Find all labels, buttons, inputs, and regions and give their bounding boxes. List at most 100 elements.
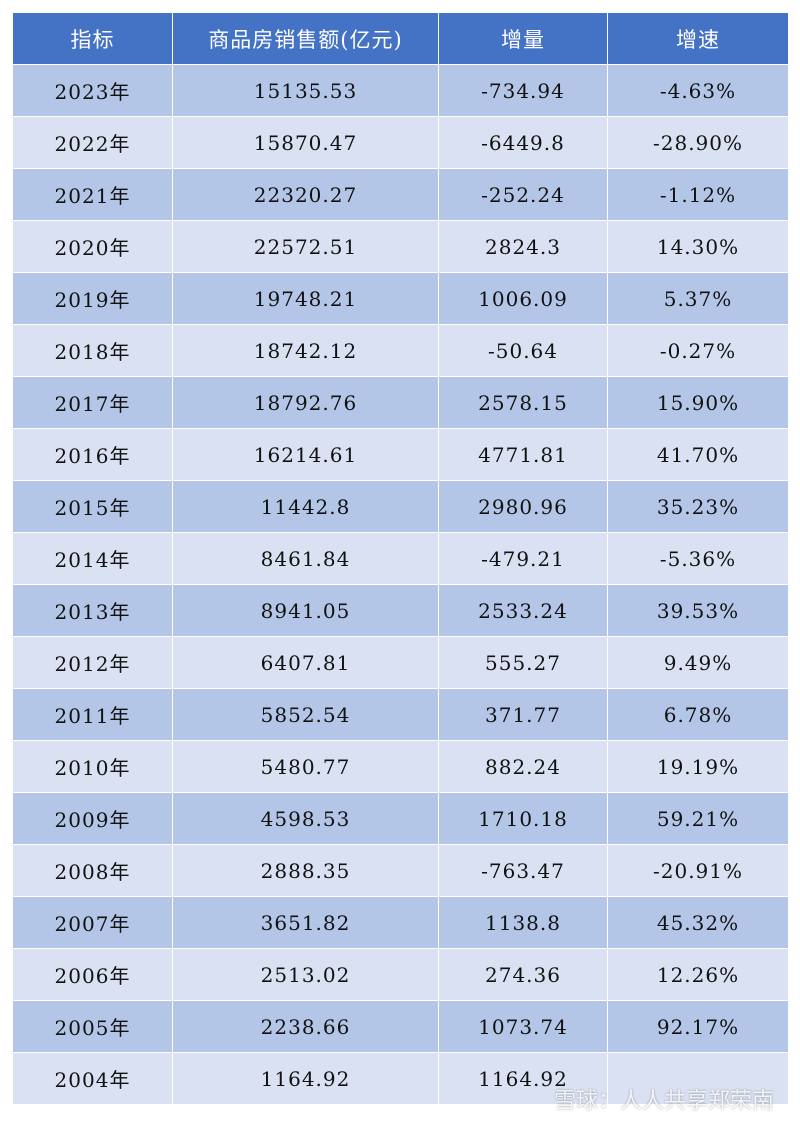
table-cell: -5.36% bbox=[607, 532, 789, 585]
table-cell: -6449.8 bbox=[438, 116, 608, 169]
table-cell: 2021年 bbox=[12, 168, 173, 221]
table-cell: 2004年 bbox=[12, 1052, 173, 1105]
table-cell: 1164.92 bbox=[438, 1052, 608, 1105]
table-cell: 6407.81 bbox=[172, 636, 439, 689]
table-row: 2011年 5852.54 371.77 6.78% bbox=[12, 688, 789, 741]
table-cell: 8941.05 bbox=[172, 584, 439, 637]
table-cell bbox=[607, 1052, 789, 1105]
table-cell: 3651.82 bbox=[172, 896, 439, 949]
table-cell: 2238.66 bbox=[172, 1000, 439, 1053]
table-cell: 35.23% bbox=[607, 480, 789, 533]
header-cell: 商品房销售额(亿元) bbox=[172, 12, 439, 65]
table-row: 2021年 22320.27 -252.24 -1.12% bbox=[12, 168, 789, 221]
table-row: 2008年 2888.35 -763.47 -20.91% bbox=[12, 844, 789, 897]
table-cell: 882.24 bbox=[438, 740, 608, 793]
table-cell: 11442.8 bbox=[172, 480, 439, 533]
table-cell: 371.77 bbox=[438, 688, 608, 741]
table-cell: 19748.21 bbox=[172, 272, 439, 325]
table-cell: -1.12% bbox=[607, 168, 789, 221]
table-cell: 22320.27 bbox=[172, 168, 439, 221]
table-body: 2023年 15135.53 -734.94 -4.63% 2022年 15870.47-… bbox=[12, 64, 789, 1105]
header-cell: 增量 bbox=[438, 12, 608, 65]
table-row: 2013年 8941.05 2533.24 39.53% bbox=[12, 584, 789, 637]
table-cell: 15.90% bbox=[607, 376, 789, 429]
table-cell: -479.21 bbox=[438, 532, 608, 585]
table-cell: 2023年 bbox=[12, 64, 173, 117]
table-cell: 2010年 bbox=[12, 740, 173, 793]
table-cell: 8461.84 bbox=[172, 532, 439, 585]
table-cell: 2018年 bbox=[12, 324, 173, 377]
table-cell: 2008年 bbox=[12, 844, 173, 897]
table-cell: 2009年 bbox=[12, 792, 173, 845]
table-cell: 5480.77 bbox=[172, 740, 439, 793]
table-cell: 2888.35 bbox=[172, 844, 439, 897]
table-cell: 2020年 bbox=[12, 220, 173, 273]
table-row: 2014年 8461.84 -479.21 -5.36% bbox=[12, 532, 789, 585]
data-table: 指标 商品房销售额(亿元) 增量 增速 2023年 15135.53 -734.94 -4.… bbox=[12, 12, 789, 1105]
header-cell: 指标 bbox=[12, 12, 173, 65]
table-cell: 2022年 bbox=[12, 116, 173, 169]
table-cell: 1006.09 bbox=[438, 272, 608, 325]
table-cell: 2006年 bbox=[12, 948, 173, 1001]
table-cell: 2980.96 bbox=[438, 480, 608, 533]
header-row: 指标 商品房销售额(亿元) 增量 增速 bbox=[12, 12, 789, 65]
table-cell: 555.27 bbox=[438, 636, 608, 689]
table-cell: 2007年 bbox=[12, 896, 173, 949]
table-cell: -252.24 bbox=[438, 168, 608, 221]
table-cell: 45.32% bbox=[607, 896, 789, 949]
table-cell: 2578.15 bbox=[438, 376, 608, 429]
table-cell: 2017年 bbox=[12, 376, 173, 429]
table-cell: 5852.54 bbox=[172, 688, 439, 741]
table-row: 2023年 15135.53 -734.94 -4.63% bbox=[12, 64, 789, 117]
table-row: 2017年 18792.76 2578.15 15.90% bbox=[12, 376, 789, 429]
table-cell: 2824.3 bbox=[438, 220, 608, 273]
table-row: 2016年 16214.61 4771.81 41.70% bbox=[12, 428, 789, 481]
table-row: 2015年 11442.8 2980.96 35.23% bbox=[12, 480, 789, 533]
table-cell: 2011年 bbox=[12, 688, 173, 741]
table-cell: 2014年 bbox=[12, 532, 173, 585]
table-row: 2018年 18742.12 -50.64 -0.27% bbox=[12, 324, 789, 377]
table-cell: 6.78% bbox=[607, 688, 789, 741]
table-row: 2006年 2513.02 274.36 12.26% bbox=[12, 948, 789, 1001]
table-cell: 39.53% bbox=[607, 584, 789, 637]
table-cell: 19.19% bbox=[607, 740, 789, 793]
table-cell: 14.30% bbox=[607, 220, 789, 273]
table-row: 2022年 15870.47 -6449.8 -28.90% bbox=[12, 116, 789, 169]
table-cell: 15870.47 bbox=[172, 116, 439, 169]
table-cell: -50.64 bbox=[438, 324, 608, 377]
table-row: 2010年 5480.77 882.24 19.19% bbox=[12, 740, 789, 793]
table-cell: 16214.61 bbox=[172, 428, 439, 481]
table-cell: 2015年 bbox=[12, 480, 173, 533]
table-cell: -28.90% bbox=[607, 116, 789, 169]
table-cell: -20.91% bbox=[607, 844, 789, 897]
table-cell: 92.17% bbox=[607, 1000, 789, 1053]
table-cell: 1164.92 bbox=[172, 1052, 439, 1105]
table-cell: 1710.18 bbox=[438, 792, 608, 845]
table-cell: 5.37% bbox=[607, 272, 789, 325]
table-cell: 2012年 bbox=[12, 636, 173, 689]
table-cell: 15135.53 bbox=[172, 64, 439, 117]
header-cell: 增速 bbox=[607, 12, 789, 65]
table-cell: -734.94 bbox=[438, 64, 608, 117]
table-cell: 1138.8 bbox=[438, 896, 608, 949]
table-cell: 59.21% bbox=[607, 792, 789, 845]
table-row: 2019年 19748.21 1006.09 5.37% bbox=[12, 272, 789, 325]
table-cell: 2016年 bbox=[12, 428, 173, 481]
watermark: 雪球：人人共享郑荣南 bbox=[553, 1089, 774, 1114]
table-cell: 274.36 bbox=[438, 948, 608, 1001]
table-cell: 12.26% bbox=[607, 948, 789, 1001]
table-row: 2012年 6407.81 555.27 9.49% bbox=[12, 636, 789, 689]
table-cell: 22572.51 bbox=[172, 220, 439, 273]
table-cell: 4598.53 bbox=[172, 792, 439, 845]
table-cell: 2533.24 bbox=[438, 584, 608, 637]
table-cell: 2013年 bbox=[12, 584, 173, 637]
table-cell: 2019年 bbox=[12, 272, 173, 325]
table-cell: 18792.76 bbox=[172, 376, 439, 429]
table-cell: -763.47 bbox=[438, 844, 608, 897]
table-cell: 2513.02 bbox=[172, 948, 439, 1001]
table-cell: 41.70% bbox=[607, 428, 789, 481]
table-row: 2009年 4598.53 1710.18 59.21% bbox=[12, 792, 789, 845]
table-cell: 18742.12 bbox=[172, 324, 439, 377]
table-cell: 1073.74 bbox=[438, 1000, 608, 1053]
